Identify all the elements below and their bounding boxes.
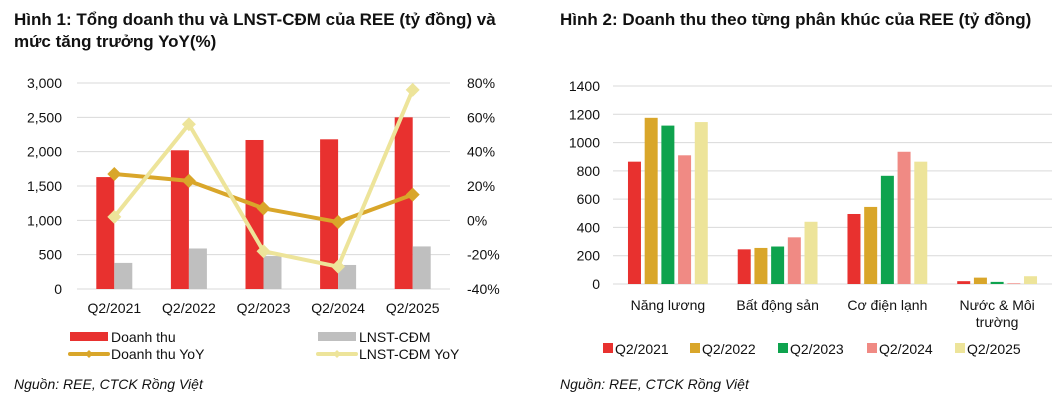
bar-q2-2025	[694, 122, 708, 284]
legend-label: Doanh thu YoY	[111, 346, 205, 362]
bar-q2-2023	[771, 246, 785, 284]
bar-doanh-thu	[170, 150, 189, 289]
bar-q2-2024	[678, 155, 692, 284]
x-tick-label: Q2/2023	[237, 300, 291, 316]
chart2-title: Hình 2: Doanh thu theo từng phân khúc củ…	[560, 10, 1032, 29]
legend-label: Q2/2025	[967, 341, 1021, 357]
y-left-tick-label: 3,000	[27, 75, 62, 91]
legend-label: Q2/2023	[790, 341, 844, 357]
x-tick-label: Bất động sản	[736, 297, 819, 313]
y-left-tick-label: 2,000	[27, 144, 62, 160]
bar-q2-2021	[737, 249, 751, 284]
bar-doanh-thu	[96, 177, 115, 289]
chart1-source: Nguồn: REE, CTCK Rồng Việt	[14, 376, 203, 392]
y-tick-label: 400	[577, 219, 601, 235]
bar-q2-2023	[661, 125, 675, 284]
legend-label: Q2/2022	[702, 341, 756, 357]
bar-q2-2023	[880, 175, 894, 284]
y-right-tick-label: -40%	[467, 281, 500, 297]
bar-lnst-c-m	[412, 246, 431, 289]
y-right-tick-label: 60%	[467, 109, 495, 125]
diamond-marker	[107, 166, 122, 181]
y-right-tick-label: 40%	[467, 144, 495, 160]
y-tick-label: 600	[577, 191, 601, 207]
diamond-marker	[405, 82, 420, 97]
y-right-tick-label: -20%	[467, 247, 500, 263]
legend-label: Q2/2024	[879, 341, 933, 357]
x-tick-label: Q2/2025	[386, 300, 440, 316]
diamond-marker	[331, 259, 346, 274]
y-tick-label: 200	[577, 248, 601, 264]
bar-q2-2025	[914, 161, 928, 284]
bar-lnst-c-m	[114, 262, 133, 289]
bar-doanh-thu	[394, 117, 413, 289]
x-tick-label: Q2/2021	[87, 300, 141, 316]
diamond-marker	[256, 201, 271, 216]
bar-q2-2022	[754, 247, 768, 284]
bar-lnst-c-m	[188, 248, 207, 289]
y-tick-label: 1400	[569, 78, 600, 94]
y-left-tick-label: 1,500	[27, 178, 62, 194]
bar-q2-2025	[804, 221, 818, 284]
bar-lnst-c-m	[338, 264, 357, 289]
y-left-tick-label: 1,000	[27, 212, 62, 228]
diamond-marker	[181, 117, 196, 132]
x-tick-label-line2: trường	[976, 314, 1019, 330]
legend-label: LNST-CĐM YoY	[359, 346, 460, 362]
diamond-marker	[181, 173, 196, 188]
bar-q2-2024	[787, 237, 801, 284]
x-tick-label: Q2/2022	[162, 300, 216, 316]
y-tick-label: 1200	[569, 106, 600, 122]
bar-q2-2021	[627, 161, 641, 284]
diamond-marker	[256, 244, 271, 259]
y-left-tick-label: 500	[39, 247, 63, 263]
legend-label: LNST-CĐM	[359, 329, 431, 345]
x-tick-label: Cơ điện lạnh	[847, 297, 927, 313]
x-tick-label: Q2/2024	[311, 300, 365, 316]
y-tick-label: 1000	[569, 135, 600, 151]
bar-q2-2022	[864, 206, 878, 284]
bar-q2-2021	[847, 213, 861, 284]
legend-marker	[333, 350, 341, 358]
bar-q2-2024	[897, 151, 911, 284]
y-left-tick-label: 2,500	[27, 109, 62, 125]
x-tick-label: Nước & Môi	[959, 297, 1034, 313]
y-right-tick-label: 20%	[467, 178, 495, 194]
bar-q2-2025	[1024, 276, 1038, 284]
legend-swatch	[955, 343, 965, 353]
y-tick-label: 0	[592, 276, 600, 292]
legend-swatch	[690, 343, 700, 353]
bar-q2-2023	[990, 281, 1004, 284]
bar-q2-2021	[957, 281, 971, 284]
diamond-marker	[331, 215, 346, 230]
bar-doanh-thu	[320, 139, 339, 289]
x-tick-label: Năng lương	[631, 297, 706, 313]
legend-swatch	[318, 332, 356, 341]
bar-q2-2024	[1007, 283, 1021, 284]
bar-doanh-thu	[245, 139, 264, 289]
legend-swatch	[603, 343, 613, 353]
bar-q2-2022	[644, 117, 658, 284]
y-right-tick-label: 0%	[467, 212, 487, 228]
legend-label: Doanh thu	[111, 329, 176, 345]
legend-label: Q2/2021	[615, 341, 669, 357]
legend-marker	[85, 350, 93, 358]
diamond-marker	[107, 209, 122, 224]
y-tick-label: 800	[577, 163, 601, 179]
chart2-source: Nguồn: REE, CTCK Rồng Việt	[560, 376, 749, 392]
legend-swatch	[70, 332, 108, 341]
y-left-tick-label: 0	[54, 281, 62, 297]
legend-swatch	[778, 343, 788, 353]
bar-lnst-c-m	[263, 256, 282, 289]
y-right-tick-label: 80%	[467, 75, 495, 91]
legend-swatch	[867, 343, 877, 353]
diamond-marker	[405, 187, 420, 202]
chart1-title: Hình 1: Tổng doanh thu và LNST-CĐM của R…	[14, 10, 496, 51]
bar-q2-2022	[973, 277, 987, 284]
